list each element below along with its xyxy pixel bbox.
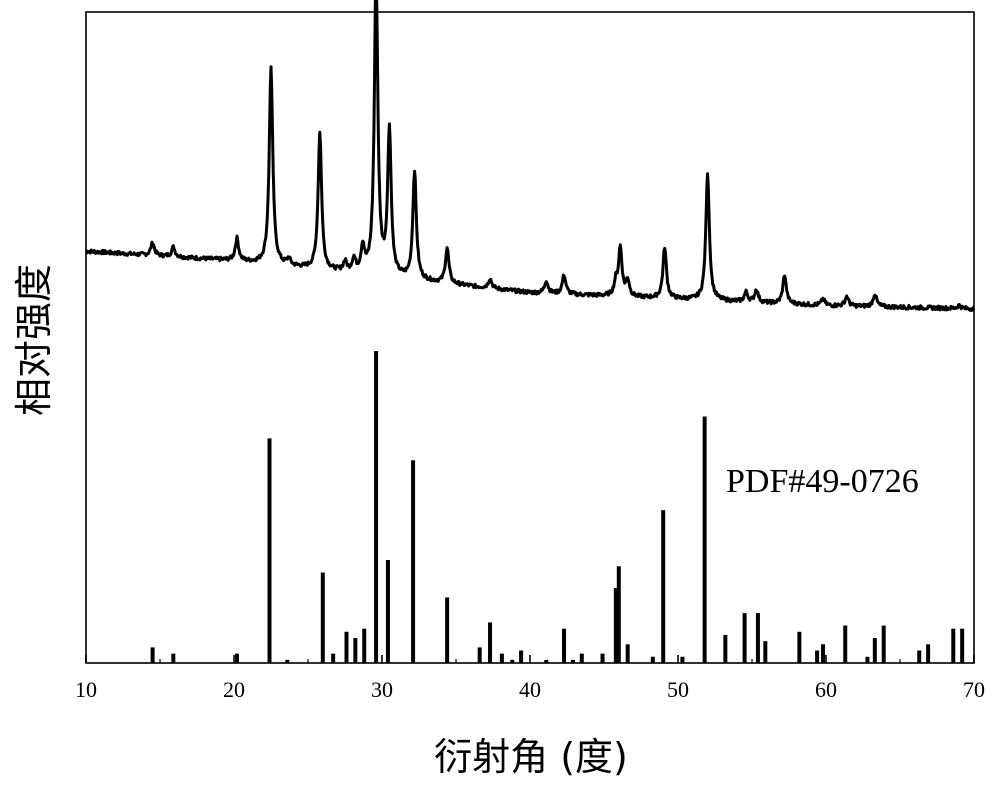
x-tick-label: 40 [519,677,541,702]
x-tick-label: 70 [963,677,985,702]
x-tick-label: 30 [371,677,393,702]
plot-frame [85,11,975,664]
x-axis-tick-labels: 10 20 30 40 50 60 70 [75,677,985,702]
x-tick-label: 50 [667,677,689,702]
x-axis-title: 衍射角 (度) [434,735,628,779]
y-axis-title: 相对强度 [12,264,56,416]
x-tick-label: 60 [815,677,837,702]
x-tick-label: 10 [75,677,97,702]
annotation-pdf-label: PDF#49-0726 [726,463,919,500]
x-tick-label: 20 [223,677,245,702]
x-axis-ticks [85,655,975,663]
xrd-pattern-line [85,0,975,312]
reference-sticks [150,351,965,663]
